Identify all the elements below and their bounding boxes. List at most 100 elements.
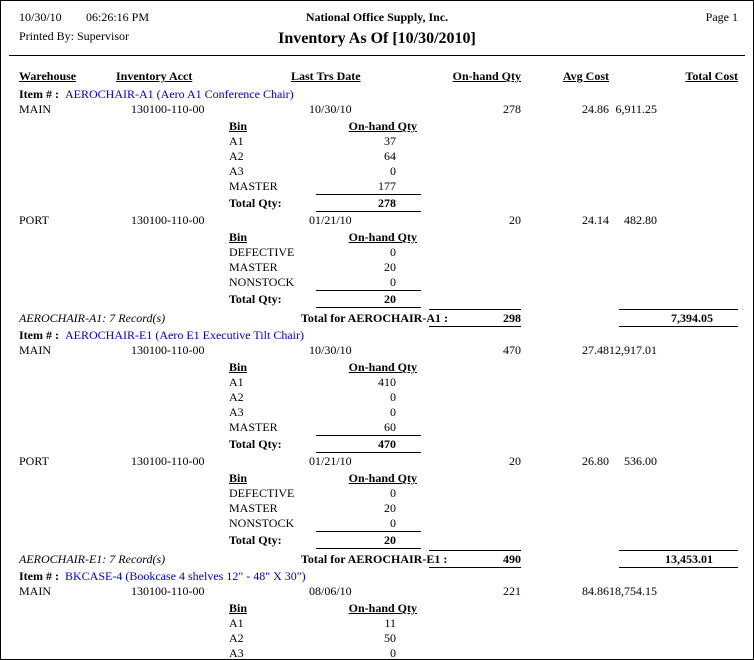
bin-total-qty: 20 [384,533,396,547]
bin-row: A2 50 [1,631,753,646]
bin-row: A3 0 [1,646,753,660]
bin-total-rule [316,548,421,549]
bin-qty: 0 [390,516,396,530]
bin-row: A3 0 [1,164,753,179]
bin-name: A2 [229,149,244,163]
bin-row: NONSTOCK 0 [1,516,753,531]
bin-qty: 0 [390,275,396,289]
bin-header-row: Bin On-hand Qty [1,360,753,375]
bin-total-rule-row [1,435,753,437]
item-link[interactable]: AEROCHAIR-E1 (Aero E1 Executive Tilt Cha… [65,328,304,342]
summary-rule [429,567,521,568]
bin-qty: 0 [390,486,396,500]
bin-row: A1 37 [1,134,753,149]
bin-qty-col-header: On-hand Qty [348,360,417,374]
bin-row: MASTER 60 [1,420,753,435]
bin-qty: 11 [384,616,396,630]
bin-name: A2 [229,631,244,645]
bin-qty: 410 [378,375,396,389]
bin-name: A3 [229,646,244,660]
bin-total-rule [316,194,421,195]
bin-row: DEFECTIVE 0 [1,245,753,260]
summary-rule-row [1,550,753,552]
bin-qty-col-header: On-hand Qty [348,601,417,615]
bin-header-row: Bin On-hand Qty [1,230,753,245]
total-cost: 536.00 [624,454,657,468]
report-title: Inventory As Of [10/30/2010] [278,30,476,47]
item-link[interactable]: AEROCHAIR-A1 (Aero A1 Conference Chair) [65,87,294,101]
bin-total-rule-row [1,531,753,533]
item-header-row: Item # : AEROCHAIR-E1 (Aero E1 Executive … [1,328,753,343]
inventory-acct: 130100-110-00 [131,213,205,227]
col-last-trs-date: Last Trs Date [291,69,361,83]
warehouse-row: MAIN 130100-110-00 08/06/10 221 84.86 18,754.… [1,584,753,599]
bin-total-row: Total Qty: 470 [1,437,753,452]
company-name: National Office Supply, Inc. [305,10,449,24]
bin-total-qty: 470 [378,437,396,451]
bin-total-rule-row [1,290,753,292]
inventory-acct: 130100-110-00 [131,102,205,116]
item-total-cost: 13,453.01 [665,552,713,566]
summary-rule [619,309,738,310]
last-trs-date: 10/30/10 [309,102,352,116]
bin-qty-col-header: On-hand Qty [348,119,417,133]
on-hand-qty: 278 [503,102,521,116]
bin-col-header: Bin [229,119,248,133]
bin-qty-col-header: On-hand Qty [348,230,417,244]
total-qty-label: Total Qty: [229,437,282,451]
bin-row: DEFECTIVE 0 [1,486,753,501]
item-link[interactable]: BKCASE-4 (Bookcase 4 shelves 12" - 48" X… [65,569,306,583]
summary-rule [619,567,738,568]
item-summary-row: AEROCHAIR-A1: 7 Record(s) Total for AEROC… [1,311,753,326]
col-warehouse: Warehouse [19,69,77,83]
summary-rule-row [1,326,753,328]
avg-cost: 84.86 [582,584,609,598]
report-header-line2: Printed By: Supervisor Inventory As Of [… [1,26,753,52]
summary-rule [429,309,521,310]
bin-row: A2 64 [1,149,753,164]
bin-name: A1 [229,134,244,148]
summary-rule [429,550,521,551]
bin-name: A3 [229,405,244,419]
bin-name: NONSTOCK [229,516,295,530]
item-number-label: Item # : [19,328,59,342]
warehouse-name: MAIN [19,584,51,598]
on-hand-qty: 20 [509,213,521,227]
item-total-qty: 298 [503,311,521,325]
bin-row: MASTER 20 [1,260,753,275]
header-divider [9,55,745,56]
bin-name: NONSTOCK [229,275,295,289]
summary-rule [429,326,521,327]
bin-qty: 64 [384,149,396,163]
bin-qty: 20 [384,501,396,515]
bin-header-row: Bin On-hand Qty [1,601,753,616]
bin-qty: 37 [384,134,396,148]
warehouse-name: PORT [19,454,49,468]
bin-name: A2 [229,390,244,404]
last-trs-date: 10/30/10 [309,343,352,357]
bin-qty: 50 [384,631,396,645]
summary-rule-row [1,567,753,569]
bin-total-qty: 278 [378,196,396,210]
bin-total-rule [316,211,421,212]
bin-total-rule-row [1,548,753,550]
print-date: 10/30/10 [19,10,62,24]
avg-cost: 26.80 [582,454,609,468]
col-inventory-acct: Inventory Acct [116,69,193,83]
on-hand-qty: 221 [503,584,521,598]
bin-name: MASTER [229,179,278,193]
bin-qty: 60 [384,420,396,434]
last-trs-date: 08/06/10 [309,584,352,598]
warehouse-name: MAIN [19,102,51,116]
report-body: Item # : AEROCHAIR-A1 (Aero A1 Conference… [1,87,753,660]
summary-rule [619,326,738,327]
item-total-label: Total for AEROCHAIR-E1 : [301,552,448,566]
col-avg-cost: Avg Cost [562,69,609,83]
printed-by: Printed By: Supervisor [19,29,129,43]
warehouse-row: MAIN 130100-110-00 10/30/10 470 27.48 12,917.… [1,343,753,358]
bin-total-row: Total Qty: 20 [1,292,753,307]
avg-cost: 24.86 [582,102,609,116]
bin-name: DEFECTIVE [229,486,295,500]
bin-total-rule [316,435,421,436]
page-number: Page 1 [705,10,738,24]
